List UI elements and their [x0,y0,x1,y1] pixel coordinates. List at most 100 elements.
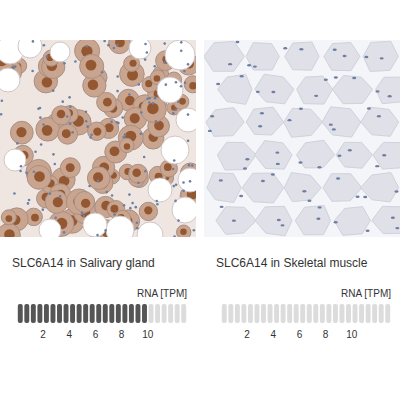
bar-segment [162,304,167,323]
bar-segment [385,304,390,323]
nucleus [39,116,42,119]
acinus [52,106,71,125]
title: SLC6A14 in Salivary gland [12,256,155,270]
stain [154,75,161,82]
fiber [218,74,252,104]
fiber [246,43,279,70]
bar-segment [313,304,318,323]
nucleus [43,44,46,47]
acinus [109,40,131,54]
nucleus [317,166,321,168]
acinus [139,202,157,220]
nucleus [395,190,399,192]
fiber [255,206,292,236]
nucleus [129,207,132,210]
tick-label: 6 [93,329,99,340]
nucleus [177,219,180,222]
nucleus [260,112,264,114]
nucleus [66,115,69,118]
nucleus [40,143,43,146]
bar-segment [222,304,227,323]
nucleus [113,213,116,216]
tick-label: 2 [244,329,250,340]
nucleus [46,55,49,58]
nucleus [128,193,131,196]
nucleus [61,100,64,103]
nucleus [220,206,224,208]
tissue-bg [204,40,400,237]
bar-segment [142,304,147,323]
nucleus [104,229,107,232]
panel: SLC6A14 in Salivary glandRNA [TPM]246810 [0,32,204,340]
nucleus [116,44,119,47]
nucleus [245,158,249,160]
nucleus [247,64,251,66]
nucleus [85,110,88,113]
nucleus [16,142,19,145]
nucleus [314,95,318,97]
nucleus [299,107,303,109]
nucleus [19,170,22,173]
fat-cell [0,68,20,92]
nucleus [13,192,16,195]
nucleus [318,206,322,208]
stain [154,121,164,131]
stain [66,163,75,172]
nucleus [81,211,84,214]
nucleus [69,105,72,108]
acinus [87,167,110,190]
nucleus [235,41,239,43]
fat-cell [39,219,61,237]
bar-segment [129,304,134,323]
stain [110,205,118,213]
fiber [255,141,293,170]
nucleus [144,170,147,173]
fiber [323,174,362,202]
fiber [246,107,283,135]
stain [130,113,140,123]
acinus [120,138,134,152]
nucleus [337,155,341,157]
nucleus [184,81,187,84]
panel: SLC6A14 in Skeletal muscleRNA [TPM]24681… [204,40,400,340]
stain [53,197,63,207]
nucleus [388,95,392,97]
nucleus [128,93,131,96]
nucleus [188,164,191,167]
nucleus [277,219,281,221]
micrograph [0,40,196,237]
fiber [361,107,399,136]
nucleus [208,130,212,132]
nucleus [42,123,45,126]
tick-label: 2 [40,329,46,340]
nucleus [287,119,291,121]
bar-group [222,304,390,323]
nucleus [191,164,194,167]
nucleus [228,63,232,65]
nucleus [175,81,178,84]
bar-segment [149,304,154,323]
acinus [74,192,95,213]
fiber [285,42,319,70]
bar-segment [339,304,344,323]
nucleus [271,173,275,175]
axis-label: RNA [TPM] [137,288,187,299]
nucleus [103,40,106,42]
bar-segment [31,304,36,323]
nucleus [53,163,56,166]
fiber [336,142,372,168]
nucleus [49,193,52,196]
nucleus [156,203,159,206]
fiber [363,41,398,71]
stain [164,163,172,171]
nucleus [391,217,395,219]
nucleus [146,51,149,54]
fiber [360,173,398,202]
nucleus [180,85,183,88]
nucleus [165,83,168,86]
fat-cell [50,42,70,62]
nucleus [175,183,178,186]
nucleus [25,172,28,175]
bar-segment [175,304,180,323]
nucleus [71,131,74,134]
